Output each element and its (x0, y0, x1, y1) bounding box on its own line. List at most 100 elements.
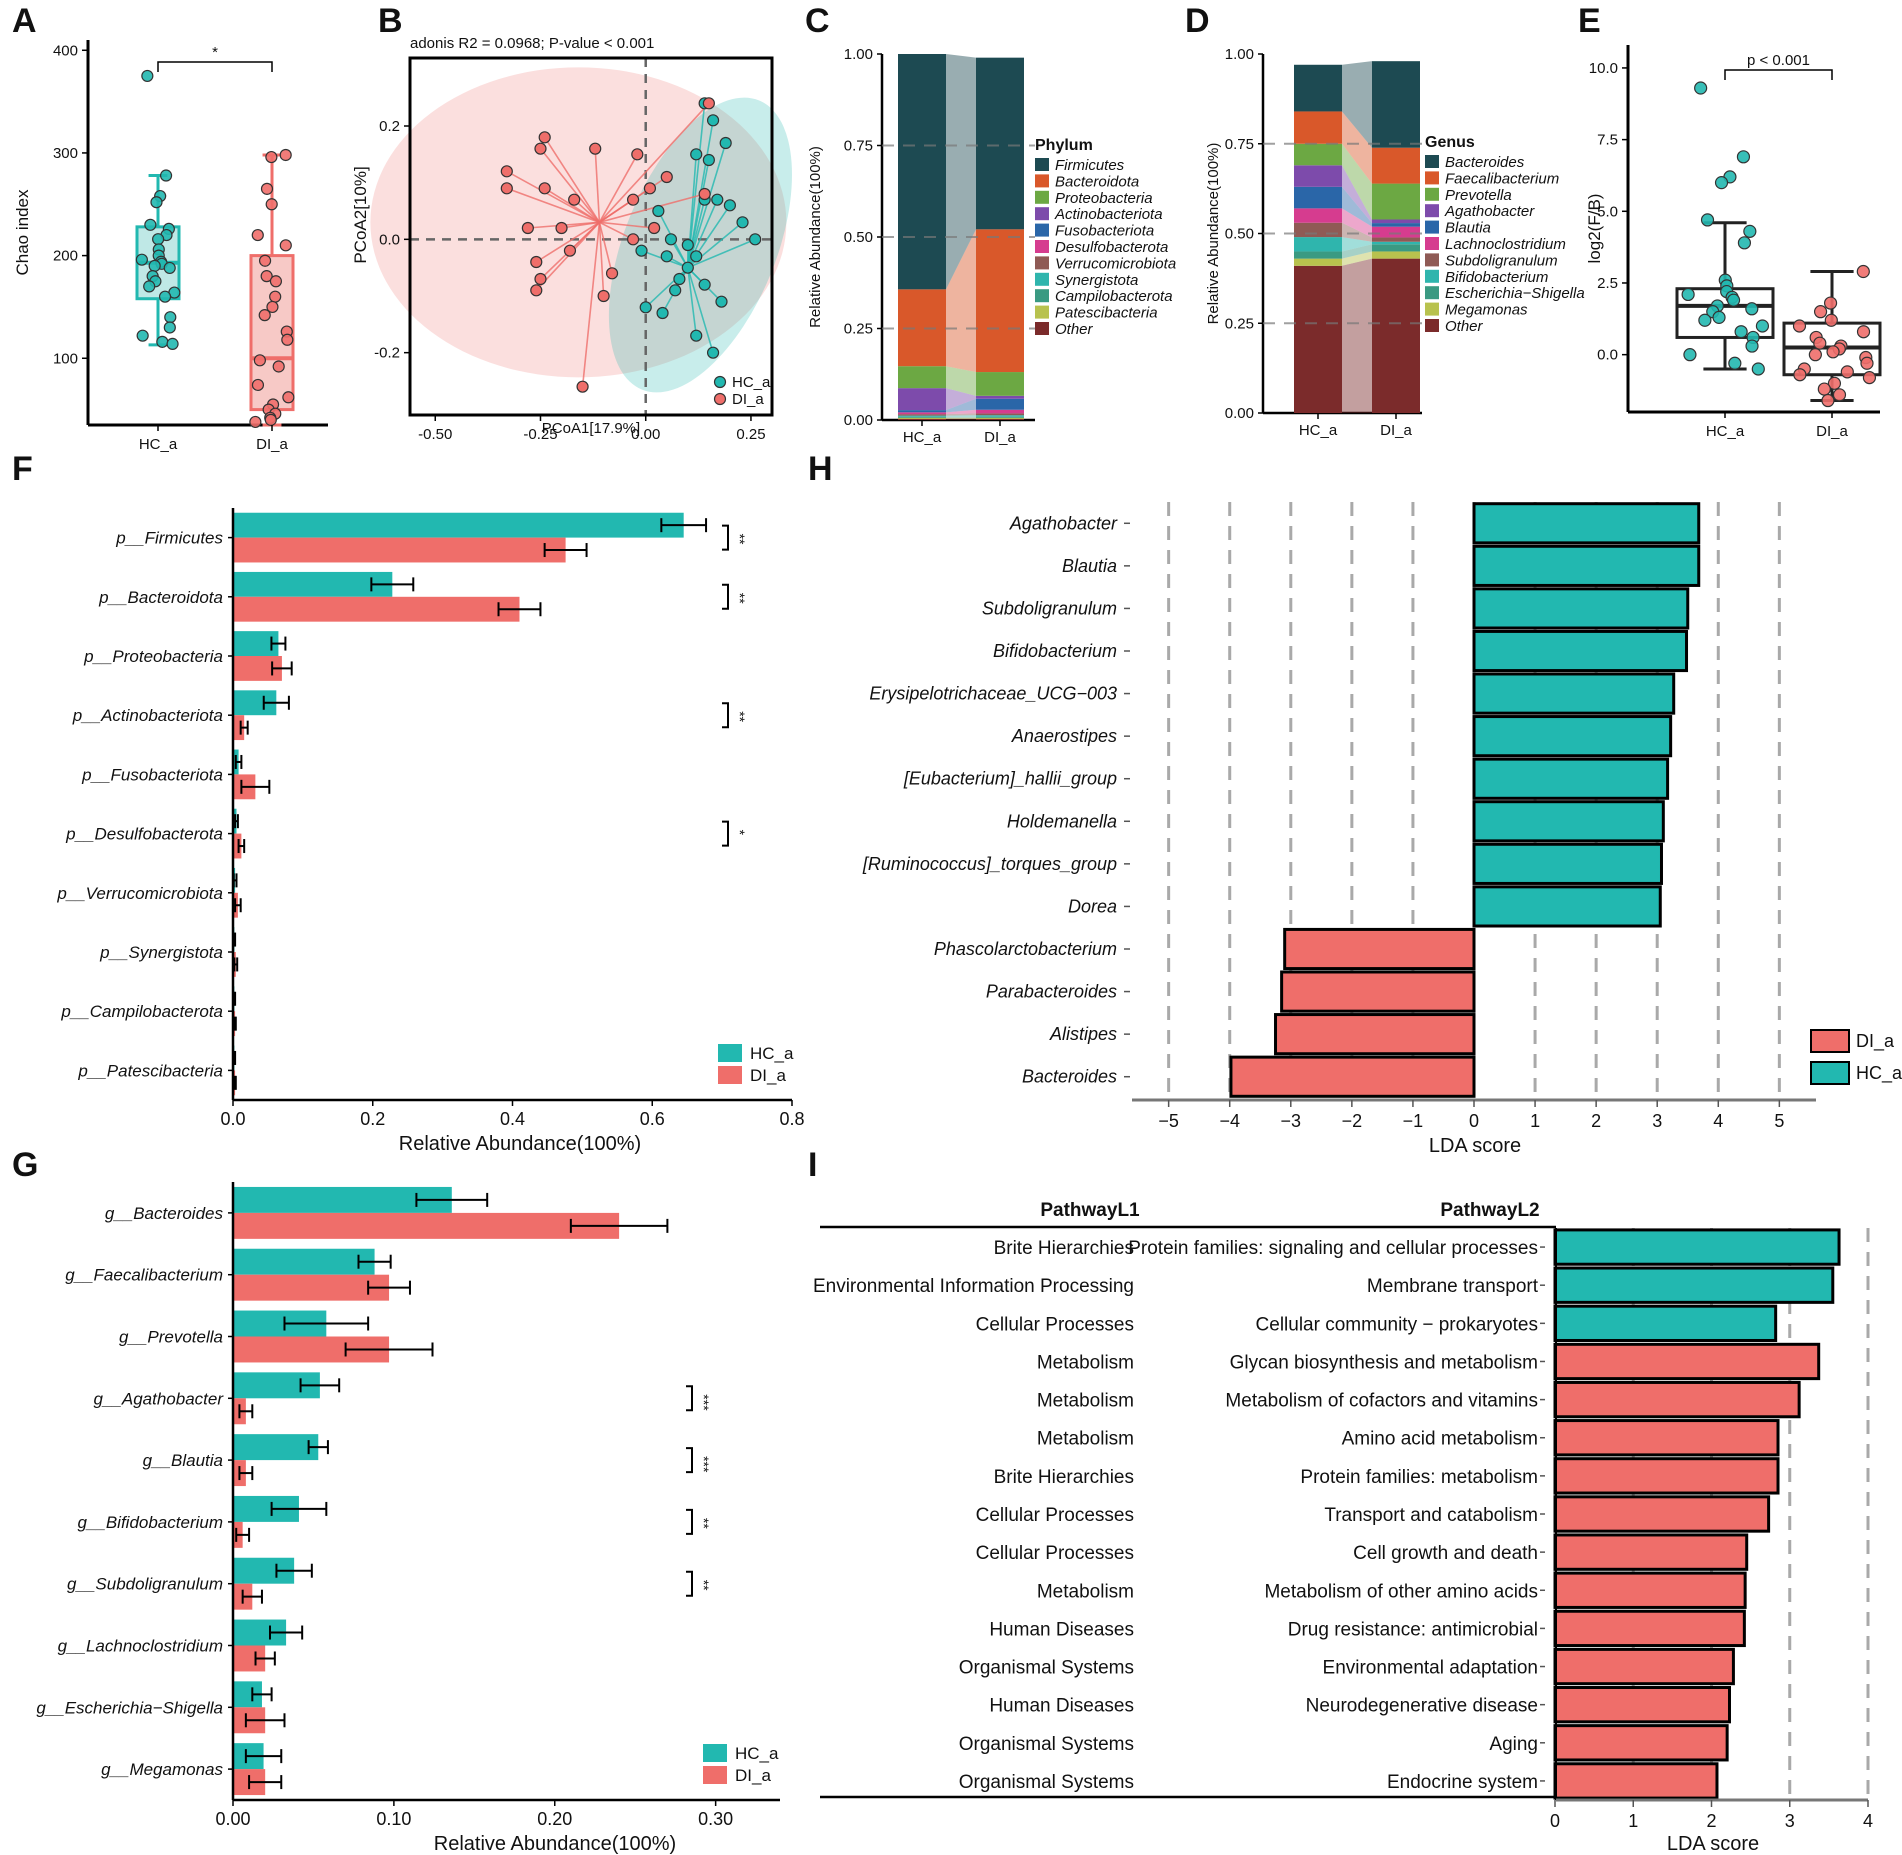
legend-label: HC_a (750, 1044, 794, 1063)
category-label: Subdoligranulum (982, 598, 1117, 618)
data-point (163, 261, 176, 275)
data-point (152, 233, 165, 246)
stack-segment (1294, 222, 1342, 238)
data-point (1700, 213, 1715, 227)
category-label: Dorea (1068, 896, 1117, 916)
pathway-l1-label: Metabolism (1037, 1352, 1134, 1373)
data-point (690, 250, 703, 263)
data-point (1681, 287, 1695, 302)
data-point (711, 193, 724, 206)
data-point (749, 233, 762, 246)
legend-swatch (703, 1766, 727, 1784)
significance-bracket (686, 1385, 693, 1412)
alluvial-flow (946, 417, 976, 419)
y-tick-label: 300 (53, 145, 78, 162)
bar-di (1553, 1724, 1729, 1762)
data-point (715, 295, 728, 308)
data-point (626, 233, 640, 246)
category-label: p__Actinobacteriota (72, 706, 223, 725)
panel-i-label: I (808, 1146, 817, 1184)
legend-swatch (1810, 1029, 1850, 1053)
data-point (626, 193, 640, 206)
data-point (1714, 176, 1729, 190)
x-tick-label: 0.30 (698, 1809, 733, 1829)
legend-swatch (703, 1744, 727, 1762)
legend-swatch (1425, 220, 1439, 234)
data-point (1827, 376, 1842, 390)
significance-bracket (686, 1447, 693, 1474)
bar-hc (1472, 587, 1690, 630)
bar-hc (1472, 544, 1701, 587)
category-label: g__Subdoligranulum (67, 1575, 223, 1594)
legend-label: Patescibacteria (1055, 305, 1158, 322)
category-label: [Eubacterium]_hallii_group (903, 769, 1117, 789)
data-point (166, 337, 179, 350)
data-point (1821, 393, 1835, 408)
pathway-l2-label: Aging (1489, 1734, 1538, 1755)
data-point (279, 148, 292, 162)
bar-di (1229, 1055, 1476, 1098)
pathway-l1-label: Brite Hierarchies (994, 1238, 1134, 1259)
data-point (635, 244, 648, 257)
data-point (690, 148, 703, 161)
legend-swatch (1035, 174, 1049, 188)
spider-line (539, 148, 601, 223)
data-point (660, 250, 673, 263)
data-point (597, 289, 610, 303)
alluvial-flow (946, 54, 976, 290)
legend-label: Bacteroides (1445, 154, 1525, 171)
legend-swatch (1035, 305, 1049, 319)
significance-label: * (732, 830, 748, 836)
data-point (164, 311, 177, 324)
significance-bracket (1724, 69, 1833, 80)
pathway-l1-label: Organismal Systems (959, 1772, 1134, 1793)
legend-swatch (1425, 253, 1439, 267)
data-point (258, 309, 271, 322)
legend-swatch (1035, 256, 1049, 270)
data-point (690, 329, 703, 342)
category-label: p__Patescibacteria (77, 1061, 223, 1080)
legend-swatch (718, 1066, 742, 1084)
stack-segment (1294, 165, 1342, 187)
pathway-l2-label: Protein families: signaling and cellular… (1128, 1238, 1538, 1259)
x-tick-label: 0.0 (220, 1109, 245, 1129)
legend-label: DI_a (1856, 1031, 1895, 1052)
stack-segment (1372, 226, 1420, 238)
stack-segment (1294, 111, 1342, 144)
legend-title: Phylum (1035, 137, 1093, 154)
panel-a-chao-boxplot: A 100 200 300 400 Chao index HC_a DI_a * (12, 2, 328, 453)
category-label: Holdemanella (1007, 811, 1117, 831)
data-point (702, 97, 715, 110)
data-point (1743, 224, 1757, 238)
panel-b-label: B (378, 2, 403, 40)
alluvial-flow (946, 415, 976, 417)
legend-title: Genus (1425, 134, 1475, 151)
stack-segment (898, 417, 946, 419)
y-tick-label: 1.00 (1225, 46, 1254, 63)
data-point (1745, 339, 1759, 353)
data-point (521, 221, 534, 235)
bar-di (1553, 1686, 1731, 1724)
category-label: g__Blautia (143, 1451, 223, 1470)
legend-label: Bifidobacterium (1445, 269, 1548, 286)
data-point (269, 290, 282, 303)
y-axis-label: Relative Abundance(100%) (807, 146, 824, 328)
data-point (568, 193, 581, 206)
stack-segment (898, 414, 946, 416)
legend-label: HC_a (735, 1744, 779, 1763)
data-point (1726, 293, 1741, 307)
stack-segment (976, 413, 1024, 416)
significance-bracket (686, 1508, 693, 1535)
bar-hc (233, 1434, 319, 1461)
legend-label: Escherichia−Shigella (1445, 285, 1585, 302)
legend-label: DI_a (732, 391, 764, 408)
x-tick-label: 0 (1469, 1111, 1479, 1131)
data-point (163, 321, 176, 334)
significance-bracket (722, 583, 729, 610)
category-label: p__Synergistota (99, 943, 223, 962)
panel-g-genus-bars: G g__Bacteroides g__Faecalibacterium g__Pr… (12, 1146, 780, 1855)
alluvial-flow (1342, 244, 1372, 259)
category-label: Parabacteroides (986, 982, 1117, 1002)
category-label: Blautia (1062, 556, 1117, 576)
category-label: g__Agathobacter (94, 1389, 225, 1408)
